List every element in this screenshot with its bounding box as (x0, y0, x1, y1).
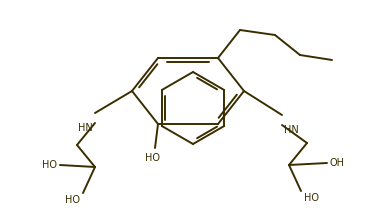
Text: HO: HO (65, 195, 80, 205)
Text: HO: HO (304, 193, 319, 203)
Text: HO: HO (146, 153, 160, 163)
Text: HO: HO (42, 160, 57, 170)
Text: HN: HN (78, 123, 93, 133)
Text: OH: OH (330, 158, 345, 168)
Text: HN: HN (284, 125, 299, 135)
